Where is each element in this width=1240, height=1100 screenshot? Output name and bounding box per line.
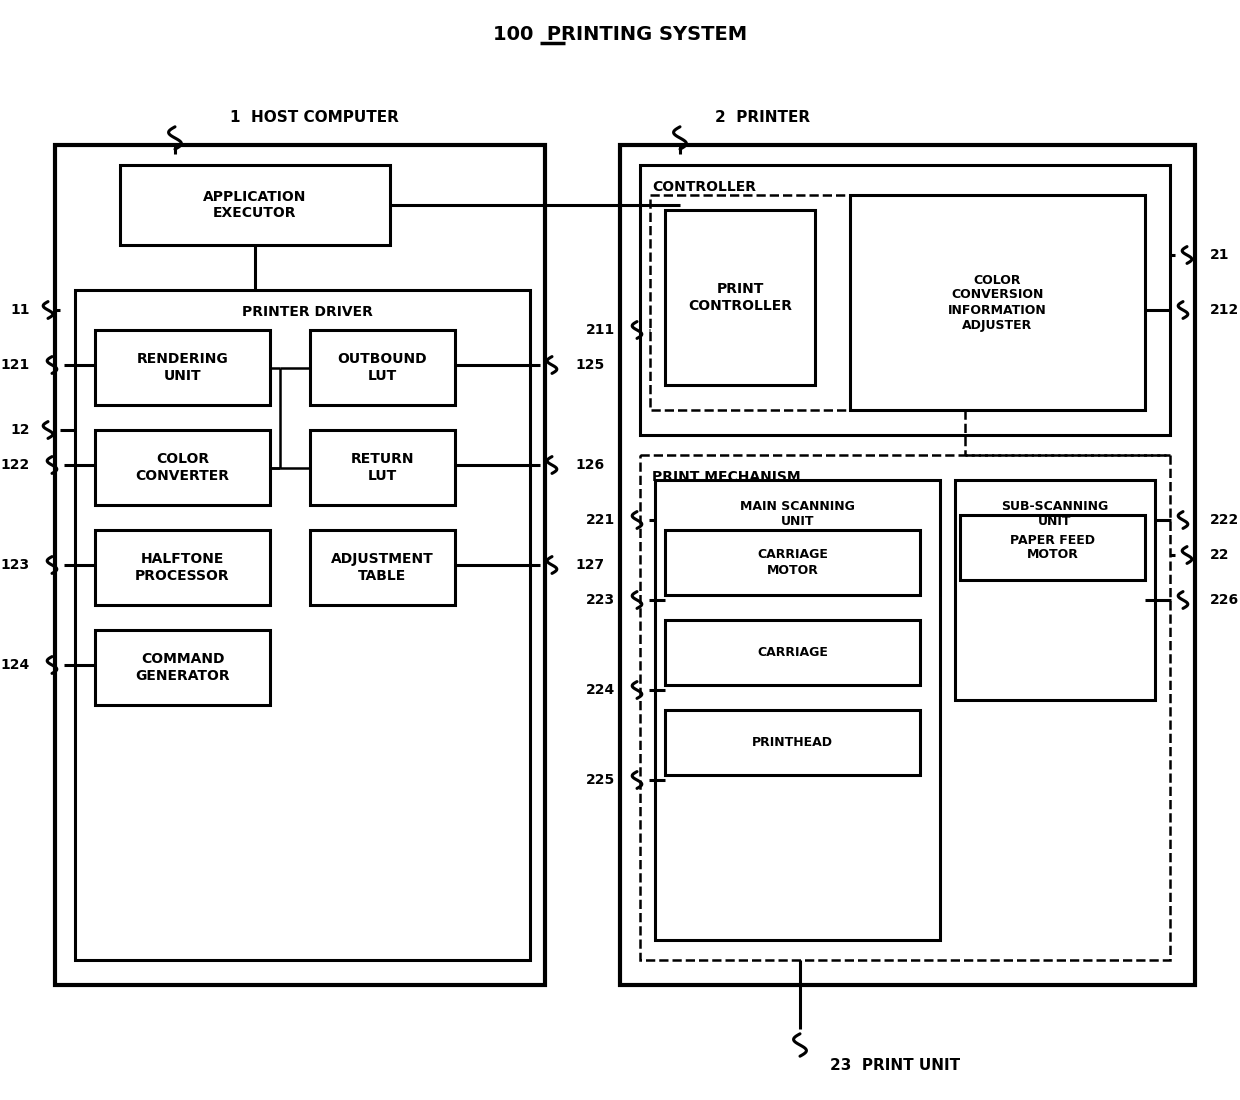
Bar — [120, 165, 391, 245]
Text: PAPER FEED
MOTOR: PAPER FEED MOTOR — [1011, 534, 1095, 561]
Text: 122: 122 — [1, 458, 30, 472]
Text: APPLICATION
EXECUTOR: APPLICATION EXECUTOR — [203, 190, 306, 220]
Bar — [640, 455, 1171, 960]
Text: 222: 222 — [1210, 513, 1239, 527]
Bar — [640, 165, 1171, 434]
Text: SUB-SCANNING
UNIT: SUB-SCANNING UNIT — [1002, 500, 1109, 528]
Bar — [655, 480, 940, 940]
Bar — [665, 210, 815, 385]
Text: HALFTONE
PROCESSOR: HALFTONE PROCESSOR — [135, 552, 229, 583]
Text: 11: 11 — [10, 302, 30, 317]
Bar — [665, 710, 920, 776]
Text: 2  PRINTER: 2 PRINTER — [715, 110, 810, 125]
Text: 223: 223 — [585, 593, 615, 607]
Bar — [95, 430, 270, 505]
Text: 211: 211 — [585, 323, 615, 337]
Text: CONTROLLER: CONTROLLER — [652, 180, 756, 194]
Text: 226: 226 — [1210, 593, 1239, 607]
Text: 21: 21 — [1210, 248, 1230, 262]
Text: OUTBOUND
LUT: OUTBOUND LUT — [337, 352, 428, 383]
Text: 124: 124 — [1, 658, 30, 672]
Bar — [55, 145, 546, 985]
Bar — [665, 530, 920, 595]
Text: MAIN SCANNING
UNIT: MAIN SCANNING UNIT — [740, 500, 854, 528]
Text: 221: 221 — [585, 513, 615, 527]
Text: COLOR
CONVERSION
INFORMATION
ADJUSTER: COLOR CONVERSION INFORMATION ADJUSTER — [949, 274, 1047, 331]
Text: PRINT MECHANISM: PRINT MECHANISM — [652, 470, 801, 484]
Text: RENDERING
UNIT: RENDERING UNIT — [136, 352, 228, 383]
Bar — [95, 330, 270, 405]
Text: 1  HOST COMPUTER: 1 HOST COMPUTER — [229, 110, 399, 125]
Bar — [310, 530, 455, 605]
Bar — [665, 620, 920, 685]
Bar — [650, 195, 965, 410]
Text: PRINTHEAD: PRINTHEAD — [751, 736, 833, 749]
Text: 23  PRINT UNIT: 23 PRINT UNIT — [830, 1057, 960, 1072]
Bar — [310, 330, 455, 405]
Text: 12: 12 — [10, 424, 30, 437]
Bar — [849, 195, 1145, 410]
Text: 22: 22 — [1210, 548, 1230, 562]
Text: 126: 126 — [575, 458, 604, 472]
Bar — [620, 145, 1195, 985]
Text: 100  PRINTING SYSTEM: 100 PRINTING SYSTEM — [494, 25, 746, 44]
Text: 125: 125 — [575, 358, 604, 372]
Text: CARRIAGE
MOTOR: CARRIAGE MOTOR — [758, 549, 828, 576]
Text: COLOR
CONVERTER: COLOR CONVERTER — [135, 452, 229, 483]
Text: 121: 121 — [1, 358, 30, 372]
Bar — [95, 530, 270, 605]
Text: 212: 212 — [1210, 302, 1239, 317]
Text: 224: 224 — [585, 683, 615, 697]
Bar — [74, 290, 529, 960]
Text: 123: 123 — [1, 558, 30, 572]
Text: CARRIAGE: CARRIAGE — [758, 646, 828, 659]
Bar — [955, 480, 1154, 700]
Text: 225: 225 — [585, 773, 615, 786]
Text: ADJUSTMENT
TABLE: ADJUSTMENT TABLE — [331, 552, 434, 583]
Bar — [95, 630, 270, 705]
Bar — [960, 515, 1145, 580]
Text: RETURN
LUT: RETURN LUT — [351, 452, 414, 483]
Text: PRINT
CONTROLLER: PRINT CONTROLLER — [688, 283, 792, 312]
Text: 127: 127 — [575, 558, 604, 572]
Text: PRINTER DRIVER: PRINTER DRIVER — [243, 305, 373, 319]
Text: COMMAND
GENERATOR: COMMAND GENERATOR — [135, 652, 229, 683]
Bar — [310, 430, 455, 505]
